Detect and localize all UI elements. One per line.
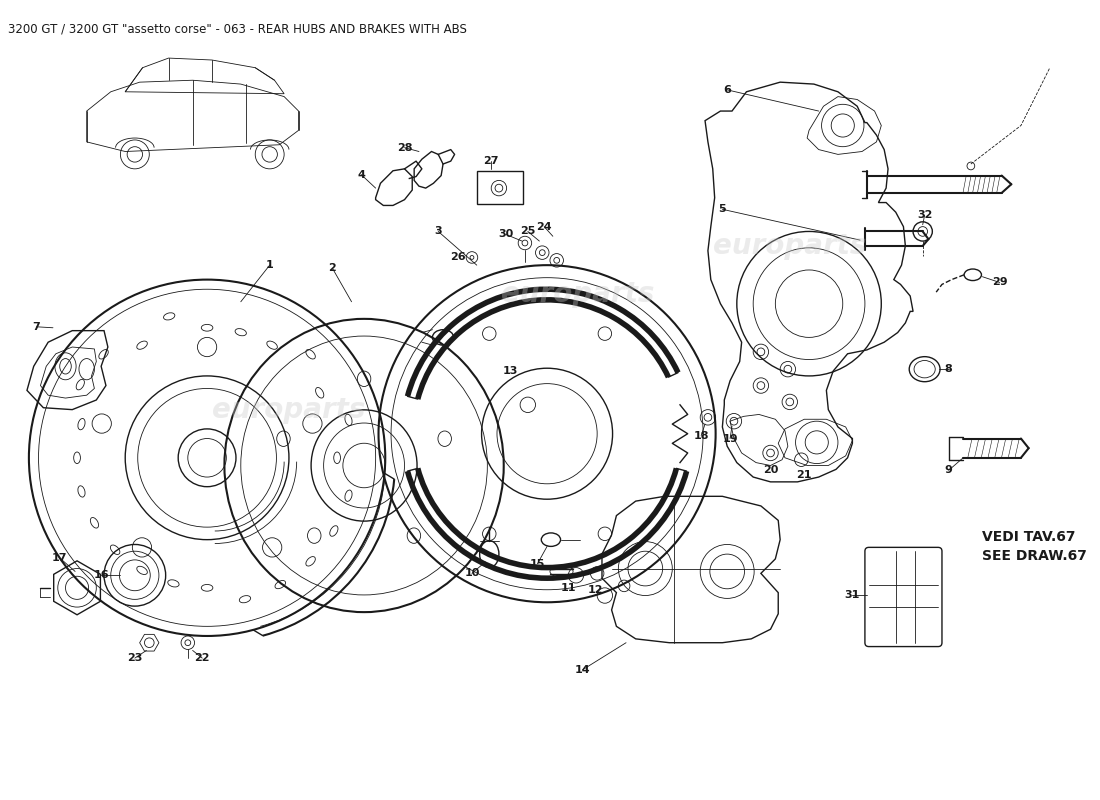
- Text: 9: 9: [945, 466, 953, 475]
- Text: 17: 17: [52, 553, 67, 563]
- Text: 30: 30: [498, 230, 514, 239]
- Text: 23: 23: [128, 653, 143, 663]
- Text: 27: 27: [484, 156, 499, 166]
- Text: 3: 3: [434, 226, 442, 237]
- Text: 32: 32: [917, 210, 933, 220]
- Text: 16: 16: [94, 570, 109, 580]
- Text: 18: 18: [693, 430, 708, 441]
- Text: 21: 21: [796, 470, 812, 480]
- Text: 6: 6: [723, 85, 732, 95]
- Text: 8: 8: [945, 364, 953, 374]
- Text: 11: 11: [561, 583, 576, 593]
- Text: europarts: europarts: [212, 396, 365, 424]
- Text: 15: 15: [530, 558, 546, 569]
- Text: 3200 GT / 3200 GT "assetto corse" - 063 - REAR HUBS AND BRAKES WITH ABS: 3200 GT / 3200 GT "assetto corse" - 063 …: [8, 22, 466, 35]
- Text: europarts: europarts: [713, 232, 867, 260]
- Text: 2: 2: [329, 263, 337, 273]
- Text: 10: 10: [464, 568, 480, 578]
- Text: 19: 19: [723, 434, 738, 443]
- Text: 5: 5: [718, 204, 726, 214]
- Text: 26: 26: [450, 253, 465, 262]
- Text: 13: 13: [503, 366, 518, 376]
- Text: europarts: europarts: [502, 280, 654, 308]
- Text: VEDI TAV.67: VEDI TAV.67: [982, 530, 1076, 544]
- Text: 28: 28: [397, 142, 412, 153]
- Text: 31: 31: [845, 590, 860, 599]
- Text: 25: 25: [520, 226, 536, 237]
- Text: 22: 22: [195, 653, 210, 663]
- Text: 14: 14: [575, 665, 591, 674]
- Text: 12: 12: [587, 585, 603, 594]
- Text: 24: 24: [537, 222, 552, 232]
- Text: 7: 7: [33, 322, 41, 332]
- Text: 1: 1: [266, 260, 274, 270]
- Text: 29: 29: [992, 278, 1008, 287]
- Text: 4: 4: [358, 170, 365, 180]
- Bar: [476, 170, 522, 205]
- Text: 20: 20: [762, 466, 778, 475]
- Text: SEE DRAW.67: SEE DRAW.67: [982, 549, 1087, 563]
